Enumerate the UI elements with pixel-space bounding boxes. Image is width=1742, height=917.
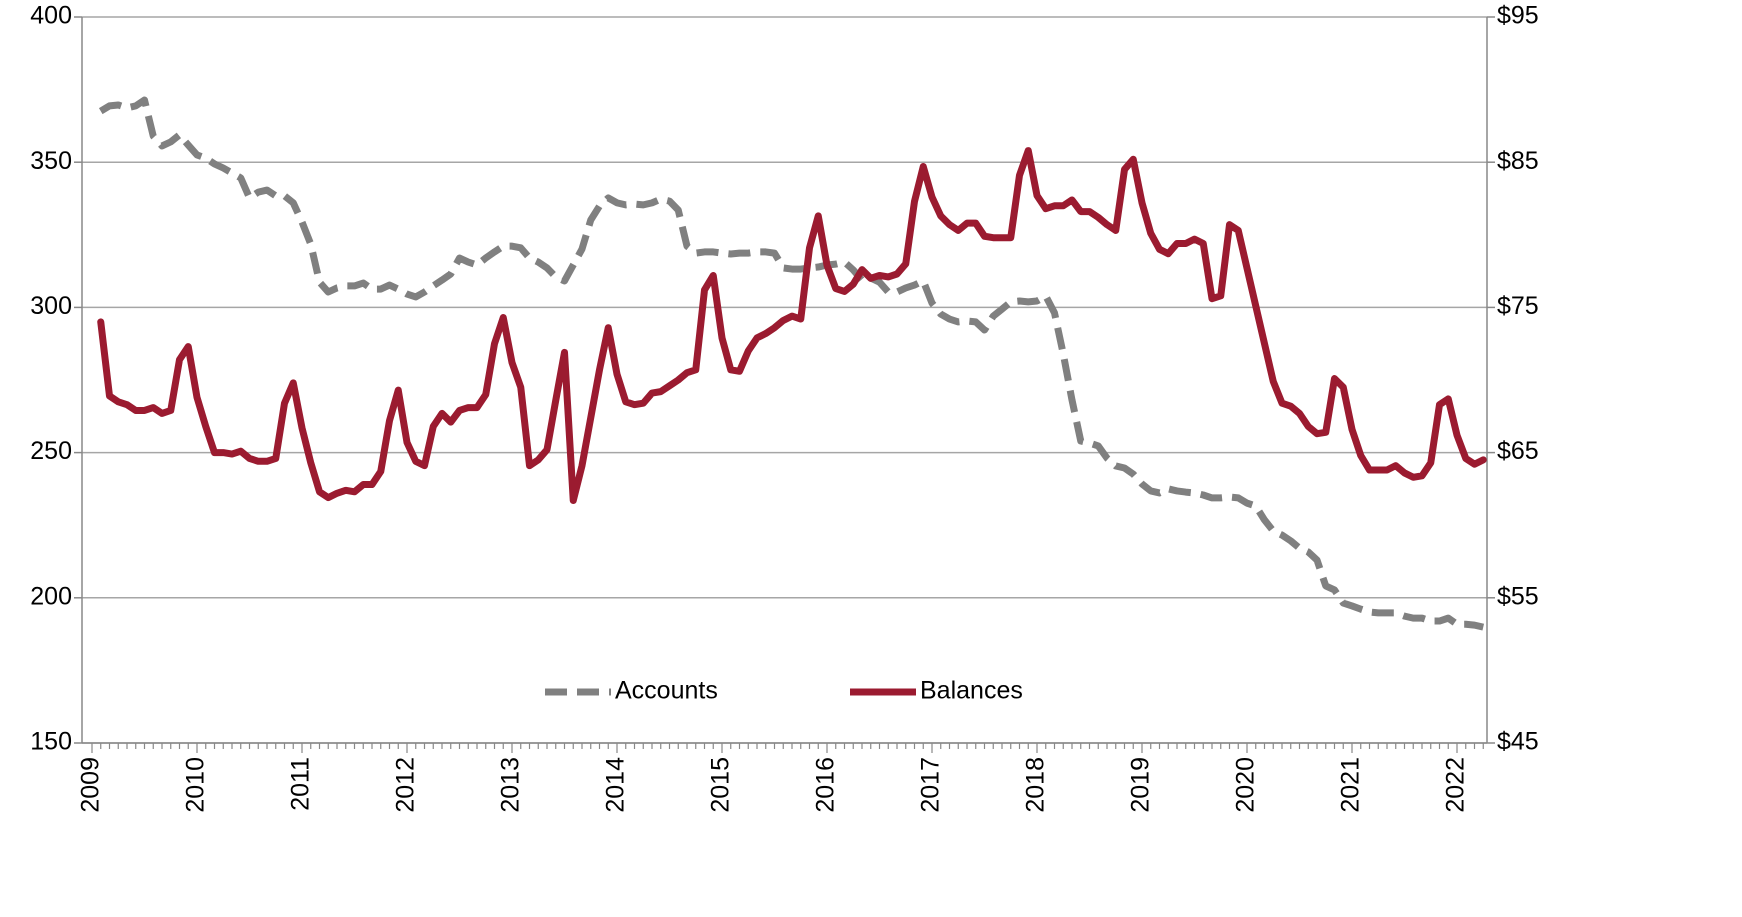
x-tick-label: 2009	[77, 757, 105, 813]
y-tick-label: 150	[30, 728, 72, 756]
x-tick-label: 2013	[497, 757, 525, 813]
y2-tick-label: $55	[1497, 582, 1539, 610]
x-tick-label: 2022	[1442, 757, 1470, 813]
x-tick-label: 2020	[1232, 757, 1260, 813]
x-tick-label: 2015	[707, 757, 735, 813]
x-tick-label: 2014	[602, 757, 630, 813]
y-tick-label: 250	[30, 437, 72, 465]
y2-tick-label: $85	[1497, 147, 1539, 175]
y-tick-label: 200	[30, 582, 72, 610]
x-tick-label: 2019	[1127, 757, 1155, 813]
y2-tick-label: $45	[1497, 728, 1539, 756]
y-tick-label: 350	[30, 147, 72, 175]
series-line	[97, 147, 1487, 505]
x-tick-label: 2017	[917, 757, 945, 813]
y2-tick-label: $65	[1497, 437, 1539, 465]
x-tick-label: 2021	[1337, 757, 1365, 813]
legend-label: Accounts	[615, 677, 718, 705]
series-line	[98, 96, 1485, 631]
x-tick-label: 2011	[287, 757, 315, 811]
y-tick-label: 300	[30, 292, 72, 320]
x-tick-label: 2010	[182, 757, 210, 813]
x-tick-label: 2018	[1022, 757, 1050, 813]
x-tick-label: 2016	[812, 757, 840, 813]
y2-tick-label: $95	[1497, 2, 1539, 30]
x-tick-label: 2012	[392, 757, 420, 813]
legend-label: Balances	[920, 677, 1023, 705]
y2-tick-label: $75	[1497, 292, 1539, 320]
y-tick-label: 400	[30, 2, 72, 30]
